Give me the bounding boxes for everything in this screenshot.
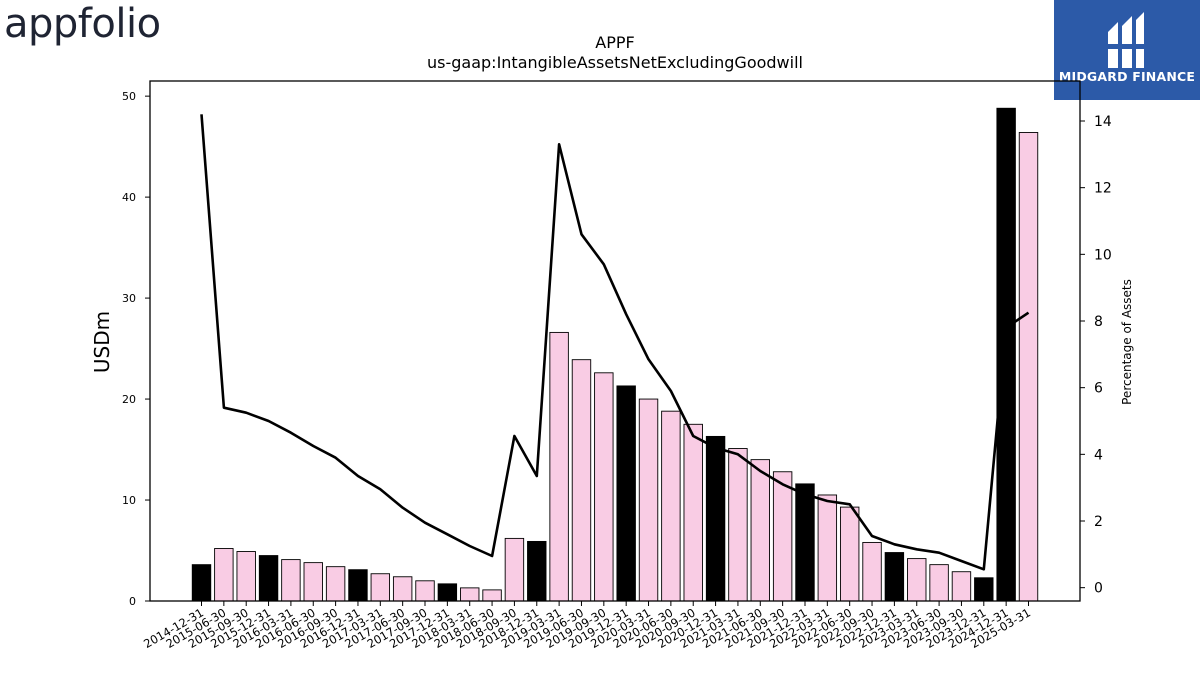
y2-tick-label: 14 <box>1094 114 1112 130</box>
y2-tick-label: 6 <box>1094 381 1103 397</box>
y2-axis-label: Percentage of Assets <box>1120 279 1134 405</box>
y-tick-label: 50 <box>122 90 136 103</box>
bar-2024-12-31 <box>996 107 1016 602</box>
y-tick-label: 30 <box>122 292 136 305</box>
bar-2019-06-30 <box>571 359 592 602</box>
y-tick-label: 20 <box>122 393 136 406</box>
bar-2022-09-30 <box>862 541 882 602</box>
bar-2018-06-30 <box>482 589 502 602</box>
bar-2022-06-30 <box>839 506 860 602</box>
y-tick-label: 40 <box>122 191 136 204</box>
y2-tick-label: 0 <box>1094 581 1103 597</box>
y-tick-label: 10 <box>122 494 136 507</box>
midgard-mark-icon <box>1108 12 1144 68</box>
appfolio-logo: appfolio <box>4 1 161 47</box>
bar-2018-03-31 <box>460 587 480 602</box>
bar-2016-03-31 <box>281 559 301 602</box>
bar-2025-03-31 <box>1018 132 1039 602</box>
bar-2017-06-30 <box>392 576 413 602</box>
bar-2020-03-31 <box>638 398 659 602</box>
y-axis-label: USDm <box>90 311 114 373</box>
bar-2023-06-30 <box>929 564 949 602</box>
percentage-line-path <box>200 114 1030 571</box>
bar-2019-09-30 <box>594 372 614 602</box>
bar-2023-03-31 <box>907 558 927 602</box>
bar-2023-12-31 <box>974 577 994 602</box>
midgard-finance-logo: MIDGARD FINANCE <box>1054 0 1200 100</box>
bar-2021-09-30 <box>772 471 793 602</box>
y2-tick-label: 2 <box>1094 514 1103 530</box>
bar-2020-09-30 <box>683 423 703 602</box>
right-axis: 0 2 4 6 8 10 12 14 <box>1080 114 1112 597</box>
y2-tick-label: 12 <box>1094 181 1112 197</box>
bar-2014-12-31 <box>191 564 212 602</box>
bar-2021-12-31 <box>795 483 815 602</box>
bar-2019-12-31 <box>616 385 636 602</box>
bar-2017-09-30 <box>415 580 435 602</box>
bar-2020-12-31 <box>705 435 726 602</box>
bar-2021-03-31 <box>728 448 748 602</box>
bar-2019-03-31 <box>549 331 569 602</box>
left-axis: 0 10 20 30 40 50 <box>122 90 150 608</box>
y2-tick-label: 8 <box>1094 314 1103 330</box>
bar-2023-09-30 <box>951 571 972 602</box>
bar-2015-12-31 <box>258 555 279 602</box>
chart-title: APPF <box>595 33 634 52</box>
x-axis: 2014-12-312015-06-302015-09-302015-12-31… <box>141 601 1033 651</box>
y2-tick-label: 10 <box>1094 247 1112 263</box>
bar-2016-06-30 <box>303 562 323 602</box>
bar-2020-06-30 <box>661 410 681 602</box>
bar-2018-12-31 <box>527 540 547 602</box>
midgard-brand-text: MIDGARD FINANCE <box>1058 69 1196 84</box>
bars <box>191 107 1039 602</box>
percentage-line <box>200 114 1030 571</box>
bar-2015-06-30 <box>214 548 234 602</box>
bar-2021-06-30 <box>750 459 770 602</box>
chart-subtitle: us-gaap:IntangibleAssetsNetExcludingGood… <box>427 53 803 72</box>
bar-2022-03-31 <box>817 494 838 602</box>
bar-2018-09-30 <box>504 537 525 602</box>
bar-2016-09-30 <box>325 566 346 602</box>
y-tick-label: 0 <box>129 595 136 608</box>
bar-2017-03-31 <box>370 573 391 602</box>
bar-2016-12-31 <box>348 569 368 602</box>
bar-2017-12-31 <box>437 583 458 602</box>
bar-2022-12-31 <box>884 552 905 602</box>
bar-2015-09-30 <box>236 551 256 602</box>
plot-frame <box>149 80 1081 602</box>
y2-tick-label: 4 <box>1094 447 1103 463</box>
